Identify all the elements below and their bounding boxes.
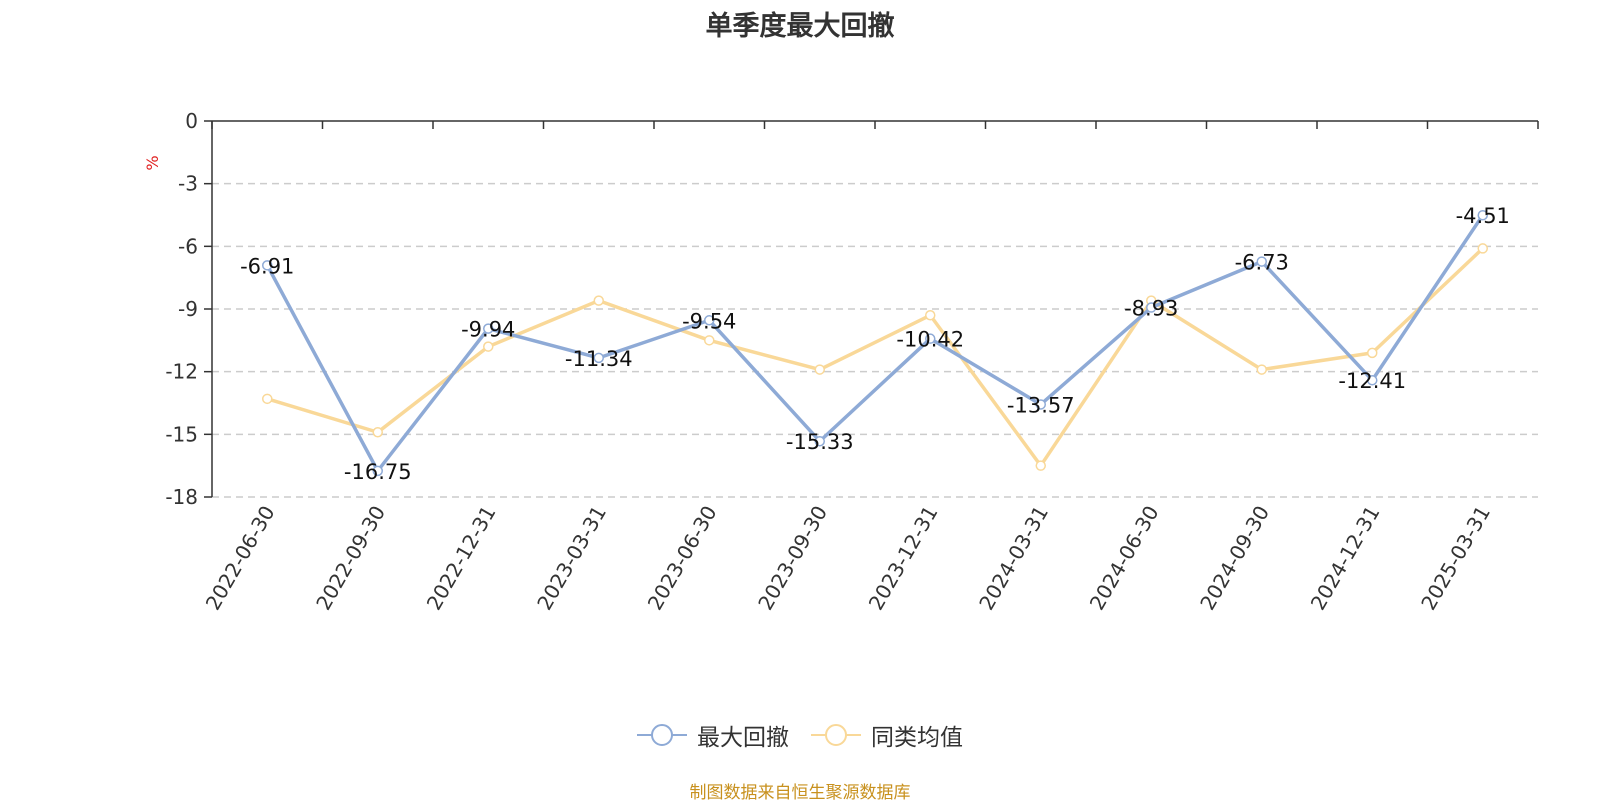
legend-label-max-drawdown: 最大回撤 (697, 725, 789, 751)
source-note: 制图数据来自恒生聚源数据库 (689, 783, 911, 800)
data-point-max-drawdown[interactable] (372, 465, 383, 477)
data-point-max-drawdown[interactable] (814, 435, 825, 447)
data-label: -6.91 (240, 254, 294, 278)
grid-lines (212, 182, 1538, 498)
y-tick-label: -9 (178, 297, 198, 321)
x-tick-label: 2022-09-30 (311, 502, 390, 615)
data-point-peer-average[interactable] (1035, 460, 1046, 471)
data-label: -12.41 (1338, 369, 1406, 393)
data-label: -15.33 (786, 430, 854, 454)
y-axis-unit-label: % (143, 155, 162, 170)
data-point-max-drawdown[interactable] (1367, 374, 1378, 386)
y-tick-label: -3 (178, 172, 198, 196)
legend-swatch-peer-average (811, 723, 861, 747)
data-point-peer-average[interactable] (593, 295, 604, 306)
data-point-peer-average[interactable] (925, 310, 936, 321)
y-tick-label: 0 (185, 109, 198, 133)
data-point-max-drawdown[interactable] (262, 260, 273, 271)
data-label: -9.54 (682, 309, 736, 333)
legend-swatch-max-drawdown (637, 723, 687, 747)
data-label: -10.42 (896, 328, 964, 352)
data-labels: -6.91 -16.75 -9.94 -11.34 -9.54 -15.33 -10.42 -… (240, 204, 1510, 484)
data-label: -16.75 (344, 460, 412, 484)
data-point-max-drawdown[interactable] (1035, 399, 1046, 410)
y-tick-label: -18 (165, 485, 198, 509)
chart-title: 单季度最大回撤 (705, 11, 895, 42)
data-point-max-drawdown[interactable] (1146, 302, 1157, 313)
data-point-max-drawdown[interactable] (704, 315, 715, 326)
x-tick-label: 2024-12-31 (1306, 502, 1385, 615)
data-point-peer-average[interactable] (814, 364, 825, 375)
x-tick-label: 2023-12-31 (864, 502, 943, 615)
x-tick-label: 2022-12-31 (422, 502, 501, 615)
y-tick-labels: 0 -3 -6 -9 -12 -15 -18 (165, 109, 198, 509)
x-tick-label: 2023-03-31 (532, 502, 611, 615)
x-tick-label: 2024-06-30 (1085, 502, 1164, 615)
data-point-max-drawdown[interactable] (1477, 209, 1488, 221)
y-tick-label: -12 (165, 360, 198, 384)
data-label: -8.93 (1124, 297, 1178, 321)
data-point-peer-average[interactable] (1367, 347, 1378, 359)
data-label: -13.57 (1007, 393, 1075, 417)
y-tick-label: -6 (178, 234, 198, 258)
data-point-max-drawdown[interactable] (593, 352, 604, 364)
x-tick-label: 2022-06-30 (201, 502, 280, 615)
x-tick-label: 2024-09-30 (1195, 502, 1274, 615)
legend: 最大回撤 同类均值 (0, 718, 1600, 752)
data-label: -9.94 (461, 318, 515, 342)
legend-item-max-drawdown[interactable]: 最大回撤 (637, 718, 789, 752)
data-point-peer-average[interactable] (1477, 243, 1488, 254)
legend-item-peer-average[interactable]: 同类均值 (811, 718, 963, 752)
data-label: -11.34 (565, 347, 633, 371)
legend-label-peer-average: 同类均值 (871, 725, 963, 751)
chart-plot: 0-3-6-9-12-15-18 2022-06-30 2022-09-30 202… (143, 109, 1539, 615)
data-point-peer-average[interactable] (704, 335, 715, 346)
series-markers (262, 209, 1488, 477)
axes (204, 120, 1539, 498)
series-line-max-drawdown (265, 214, 1485, 473)
data-point-peer-average[interactable] (372, 426, 383, 438)
y-tick-label: -15 (165, 422, 198, 446)
data-label: -4.51 (1456, 204, 1510, 228)
x-tick-labels: 2022-06-30 2022-09-30 2022-12-31 2023-03-31… (201, 502, 1495, 615)
data-point-max-drawdown[interactable] (1256, 256, 1267, 267)
data-point-peer-average[interactable] (262, 393, 273, 405)
data-label: -6.73 (1235, 251, 1289, 275)
data-point-peer-average[interactable] (1256, 364, 1267, 375)
x-tick-label: 2025-03-31 (1416, 502, 1495, 615)
data-point-max-drawdown[interactable] (925, 333, 936, 344)
data-point-peer-average[interactable] (483, 341, 494, 352)
series-lines (265, 214, 1485, 473)
x-tick-label: 2023-06-30 (643, 502, 722, 615)
x-tick-label: 2024-03-31 (974, 502, 1053, 615)
series-line-peer-average (266, 247, 1484, 468)
x-tick-label: 2023-09-30 (753, 502, 832, 615)
data-point-max-drawdown[interactable] (483, 323, 494, 334)
